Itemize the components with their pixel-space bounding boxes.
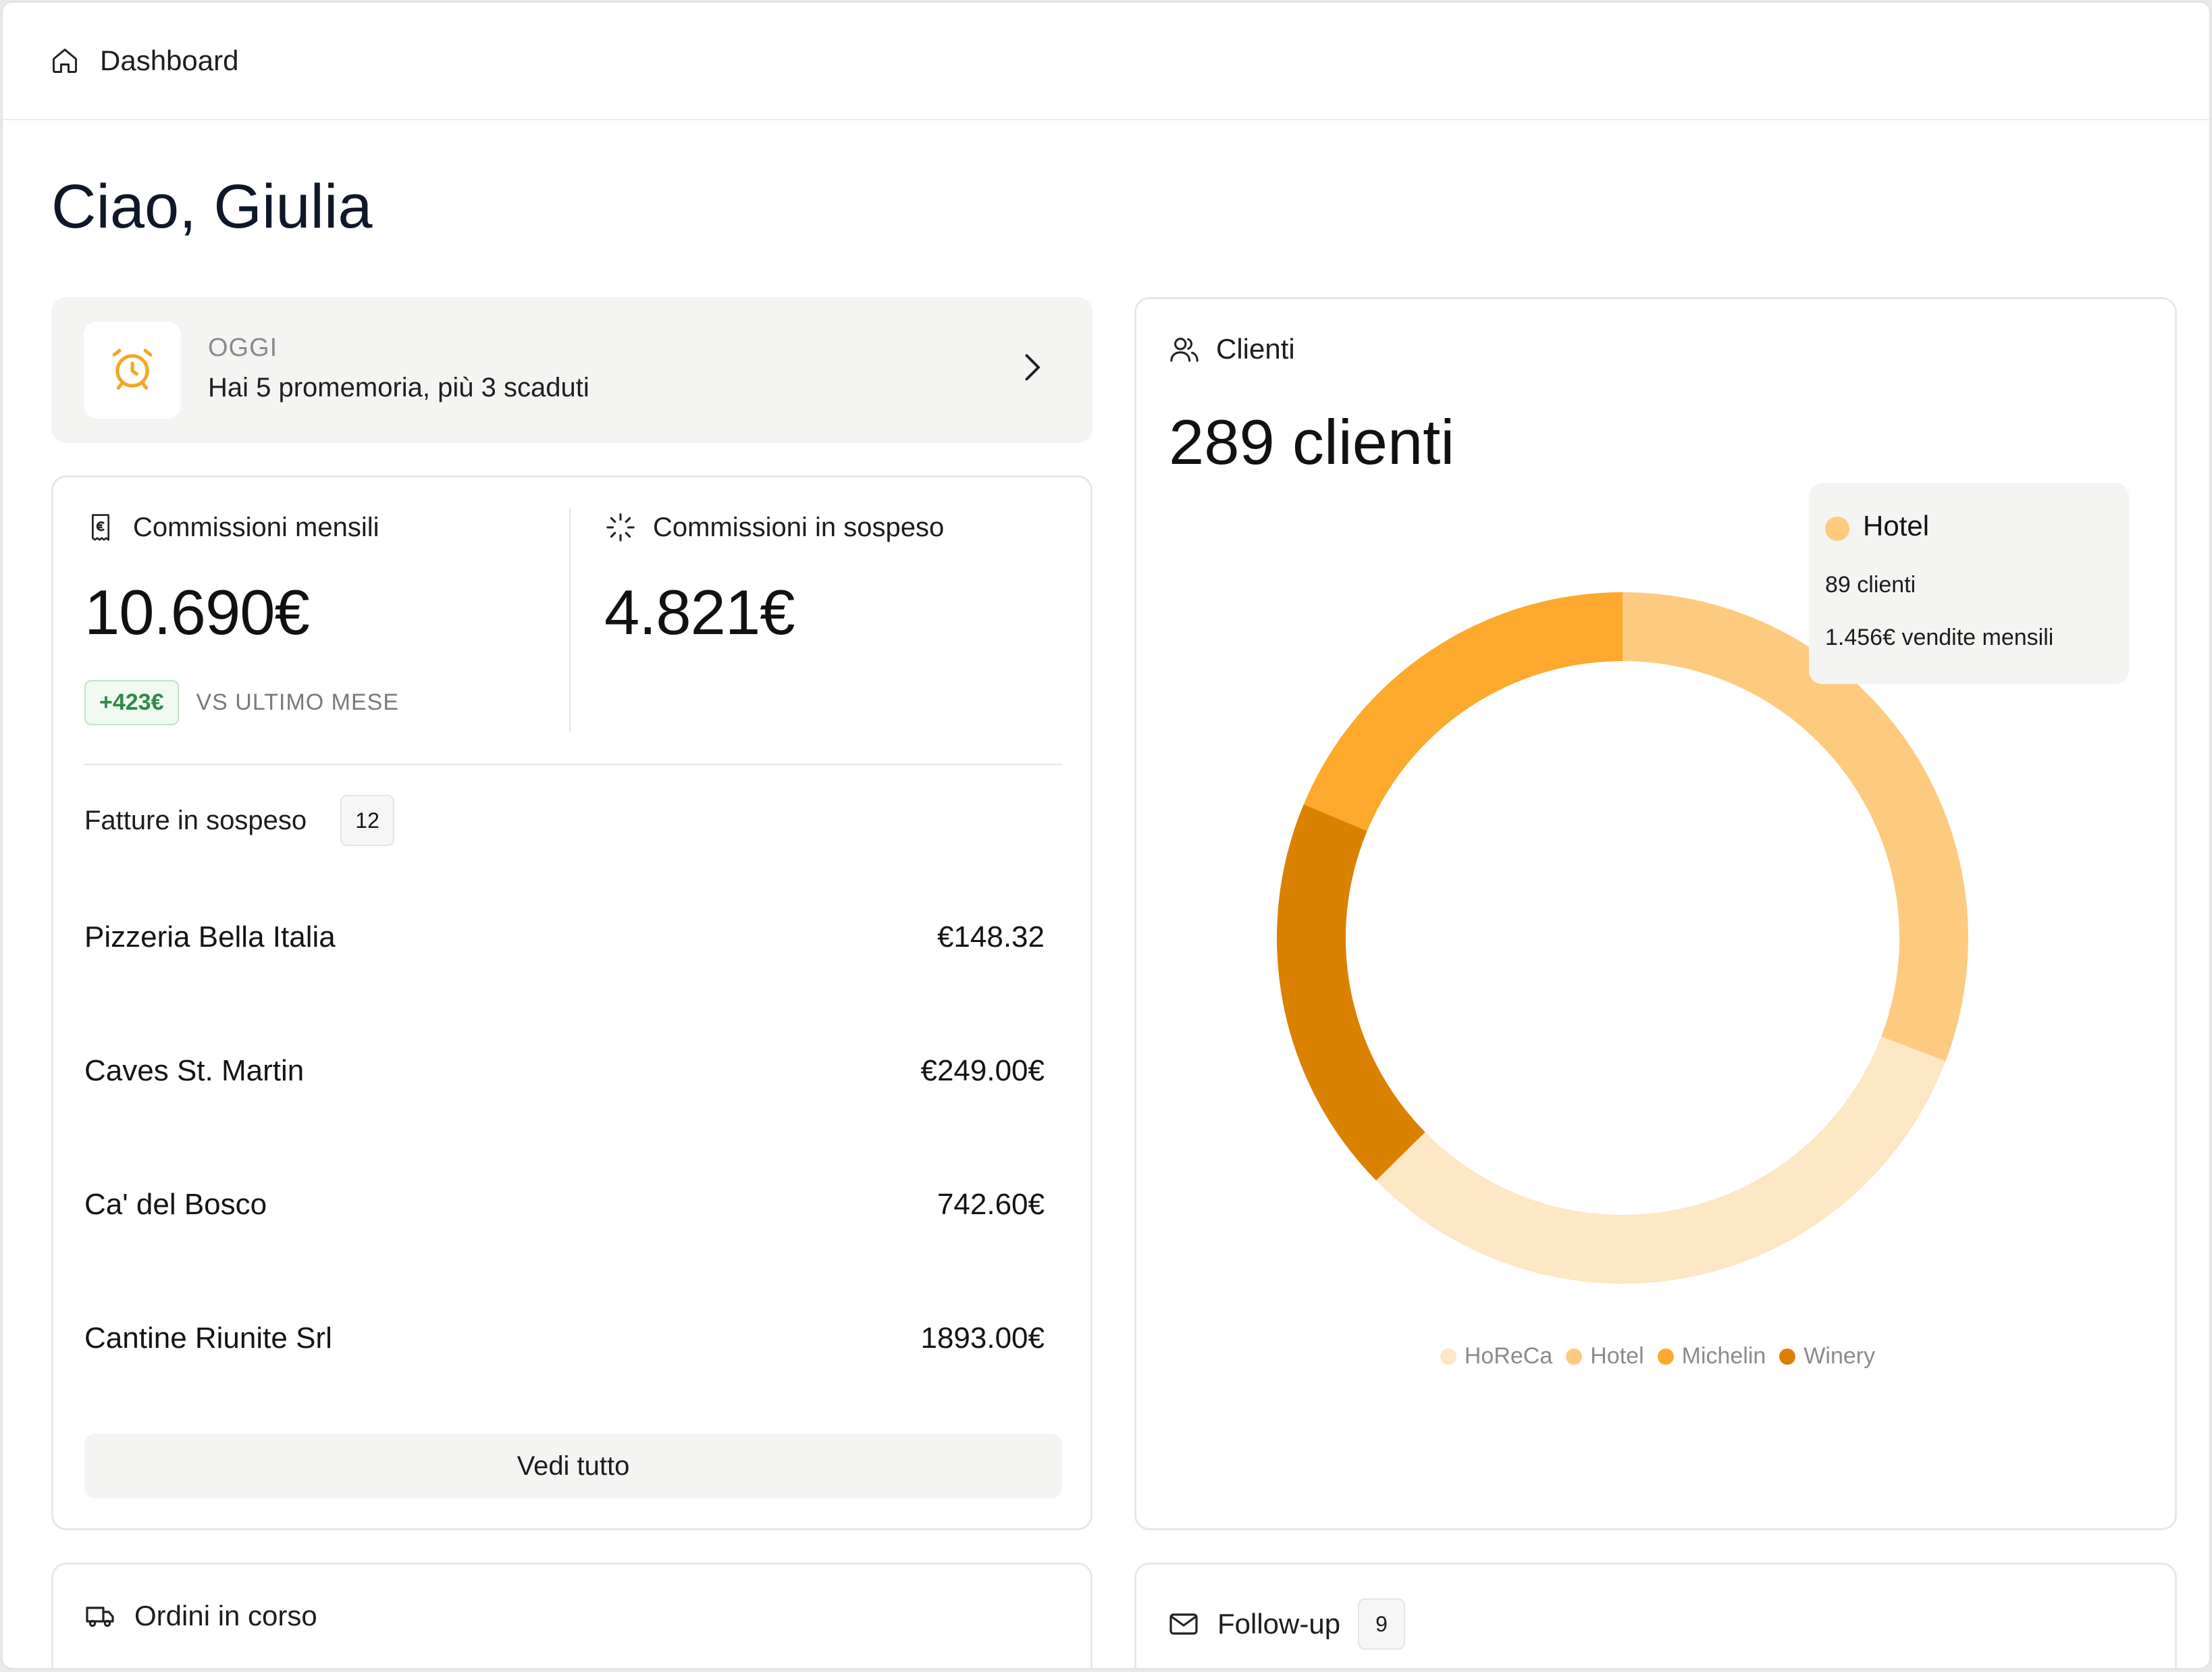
see-all-button[interactable]: Vedi tutto: [84, 1434, 1062, 1498]
legend-label: Michelin: [1681, 1343, 1766, 1369]
legend-swatch: [1657, 1348, 1674, 1365]
reminder-card[interactable]: OGGI Hai 5 promemoria, più 3 scaduti: [51, 297, 1092, 443]
chevron-right-icon[interactable]: [1011, 347, 1052, 388]
invoice-client-name: Ca' del Bosco: [84, 1188, 267, 1221]
divider: [84, 764, 1062, 765]
invoice-amount: €249.00€: [920, 1054, 1045, 1087]
pending-commissions-label: Commissioni in sospeso: [653, 512, 945, 542]
legend-swatch: [1440, 1348, 1456, 1365]
clients-header: Clienti: [1169, 333, 1295, 365]
monthly-commissions-label: Commissioni mensili: [133, 512, 379, 542]
breadcrumb-dashboard[interactable]: Dashboard: [100, 45, 239, 76]
donut-slice-michelin[interactable]: [1303, 592, 1623, 831]
legend-item-winery[interactable]: Winery: [1779, 1343, 1875, 1369]
truck-icon: [84, 1598, 120, 1634]
legend-label: Winery: [1803, 1343, 1876, 1369]
tooltip-color-dot: [1825, 517, 1849, 541]
mail-icon: [1167, 1606, 1203, 1642]
donut-slice-horeca[interactable]: [1376, 1037, 1946, 1284]
legend-swatch: [1779, 1348, 1796, 1365]
pending-commissions: Commissioni in sospeso 4.821€: [604, 511, 944, 649]
alarm-clock-icon: [107, 343, 158, 398]
pending-invoices-header: Fatture in sospeso 12: [84, 795, 395, 846]
invoice-amount: 742.60€: [937, 1188, 1045, 1221]
legend-item-michelin[interactable]: Michelin: [1657, 1343, 1766, 1369]
donut-slice-hotel[interactable]: [1623, 592, 1968, 1062]
orders-label: Ordini in corso: [134, 1600, 317, 1631]
euro-receipt-icon: [84, 511, 117, 544]
followup-count: 9: [1358, 1598, 1406, 1650]
reminder-icon-box: [84, 321, 181, 419]
divider: [569, 507, 571, 733]
home-icon[interactable]: [50, 43, 85, 78]
tooltip-clients-count: 89 clienti: [1825, 572, 1916, 598]
invoice-amount: €148.32: [937, 920, 1045, 953]
orders-card[interactable]: Ordini in corso: [51, 1563, 1092, 1668]
reminder-label: OGGI: [208, 334, 278, 362]
pending-invoices-title: Fatture in sospeso: [84, 805, 307, 835]
topbar: Dashboard: [3, 3, 2209, 120]
clients-donut-chart: [1277, 592, 1968, 1284]
reminder-text: Hai 5 promemoria, più 3 scaduti: [208, 373, 589, 402]
tooltip-series-name: Hotel: [1863, 510, 1930, 542]
pending-invoices-count: 12: [340, 795, 395, 846]
followup-card[interactable]: Follow-up 9: [1134, 1563, 2177, 1668]
legend-label: Hotel: [1590, 1343, 1644, 1369]
chart-legend: HoReCa Hotel Michelin Winery: [1136, 1343, 2179, 1369]
tooltip-monthly-sales: 1.456€ vendite mensili: [1825, 625, 2054, 650]
delta-badge: +423€: [84, 680, 179, 725]
invoice-row[interactable]: Pizzeria Bella Italia €148.32: [84, 920, 1045, 954]
legend-item-hotel[interactable]: Hotel: [1566, 1343, 1644, 1369]
invoice-row[interactable]: Caves St. Martin €249.00€: [84, 1054, 1045, 1088]
loader-icon: [604, 511, 637, 544]
page-title: Ciao, Giulia: [51, 172, 373, 241]
donut-slice-winery[interactable]: [1277, 804, 1425, 1181]
legend-label: HoReCa: [1464, 1343, 1553, 1369]
pending-commissions-value: 4.821€: [604, 577, 795, 648]
clients-card: Clienti 289 clienti Hotel 89 clienti 1.4…: [1134, 297, 2177, 1530]
monthly-commissions: Commissioni mensili 10.690€: [84, 511, 379, 649]
invoice-client-name: Cantine Riunite Srl: [84, 1322, 332, 1355]
invoice-client-name: Pizzeria Bella Italia: [84, 920, 336, 953]
commissions-card: Commissioni mensili 10.690€ Commissioni …: [51, 475, 1092, 1530]
users-icon: [1169, 333, 1201, 365]
chart-tooltip: Hotel 89 clienti 1.456€ vendite mensili: [1809, 483, 2129, 684]
clients-total: 289 clienti: [1169, 407, 1455, 477]
followup-label: Follow-up: [1217, 1608, 1341, 1640]
legend-swatch: [1566, 1348, 1583, 1365]
delta-label: VS ULTIMO MESE: [196, 689, 400, 715]
invoice-client-name: Caves St. Martin: [84, 1054, 305, 1087]
monthly-commissions-value: 10.690€: [84, 577, 310, 648]
clients-label: Clienti: [1216, 333, 1295, 365]
invoice-row[interactable]: Cantine Riunite Srl 1893.00€: [84, 1322, 1045, 1355]
invoice-row[interactable]: Ca' del Bosco 742.60€: [84, 1188, 1045, 1222]
invoice-amount: 1893.00€: [920, 1322, 1045, 1355]
commissions-delta: +423€ VS ULTIMO MESE: [84, 680, 399, 725]
legend-item-horeca[interactable]: HoReCa: [1440, 1343, 1552, 1369]
